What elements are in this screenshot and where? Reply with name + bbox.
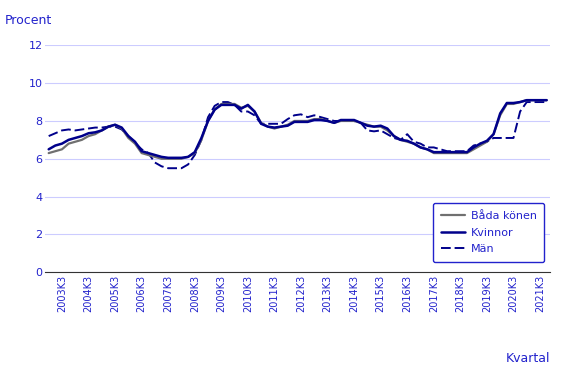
Kvinnor bbox=[543, 98, 550, 102]
Kvinnor bbox=[311, 118, 318, 122]
Kvinnor bbox=[371, 124, 378, 129]
Båda könen bbox=[92, 132, 99, 136]
Kvinnor bbox=[384, 126, 391, 131]
Kvinnor bbox=[165, 156, 172, 160]
Text: Kvartal: Kvartal bbox=[506, 352, 550, 364]
Båda könen bbox=[523, 98, 530, 102]
Båda könen bbox=[158, 156, 165, 161]
Legend: Båda könen, Kvinnor, Män: Båda könen, Kvinnor, Män bbox=[433, 203, 544, 262]
Line: Män: Män bbox=[49, 102, 547, 168]
Kvinnor bbox=[523, 98, 530, 102]
Båda könen bbox=[543, 98, 550, 102]
Line: Kvinnor: Kvinnor bbox=[49, 100, 547, 158]
Män bbox=[457, 149, 464, 153]
Kvinnor bbox=[45, 147, 52, 152]
Män bbox=[92, 125, 99, 130]
Män bbox=[231, 102, 238, 107]
Män bbox=[377, 128, 384, 133]
Båda könen bbox=[371, 124, 378, 129]
Män bbox=[543, 100, 550, 104]
Line: Båda könen: Båda könen bbox=[49, 100, 547, 159]
Text: Procent: Procent bbox=[5, 14, 52, 27]
Män bbox=[318, 115, 324, 119]
Båda könen bbox=[45, 151, 52, 155]
Båda könen bbox=[225, 102, 231, 106]
Båda könen bbox=[311, 117, 318, 121]
Män bbox=[391, 136, 397, 140]
Män bbox=[218, 100, 225, 104]
Kvinnor bbox=[225, 102, 231, 107]
Båda könen bbox=[384, 128, 391, 133]
Båda könen bbox=[450, 151, 457, 155]
Män bbox=[165, 166, 172, 170]
Kvinnor bbox=[450, 150, 457, 155]
Kvinnor bbox=[92, 130, 99, 135]
Män bbox=[45, 134, 52, 138]
